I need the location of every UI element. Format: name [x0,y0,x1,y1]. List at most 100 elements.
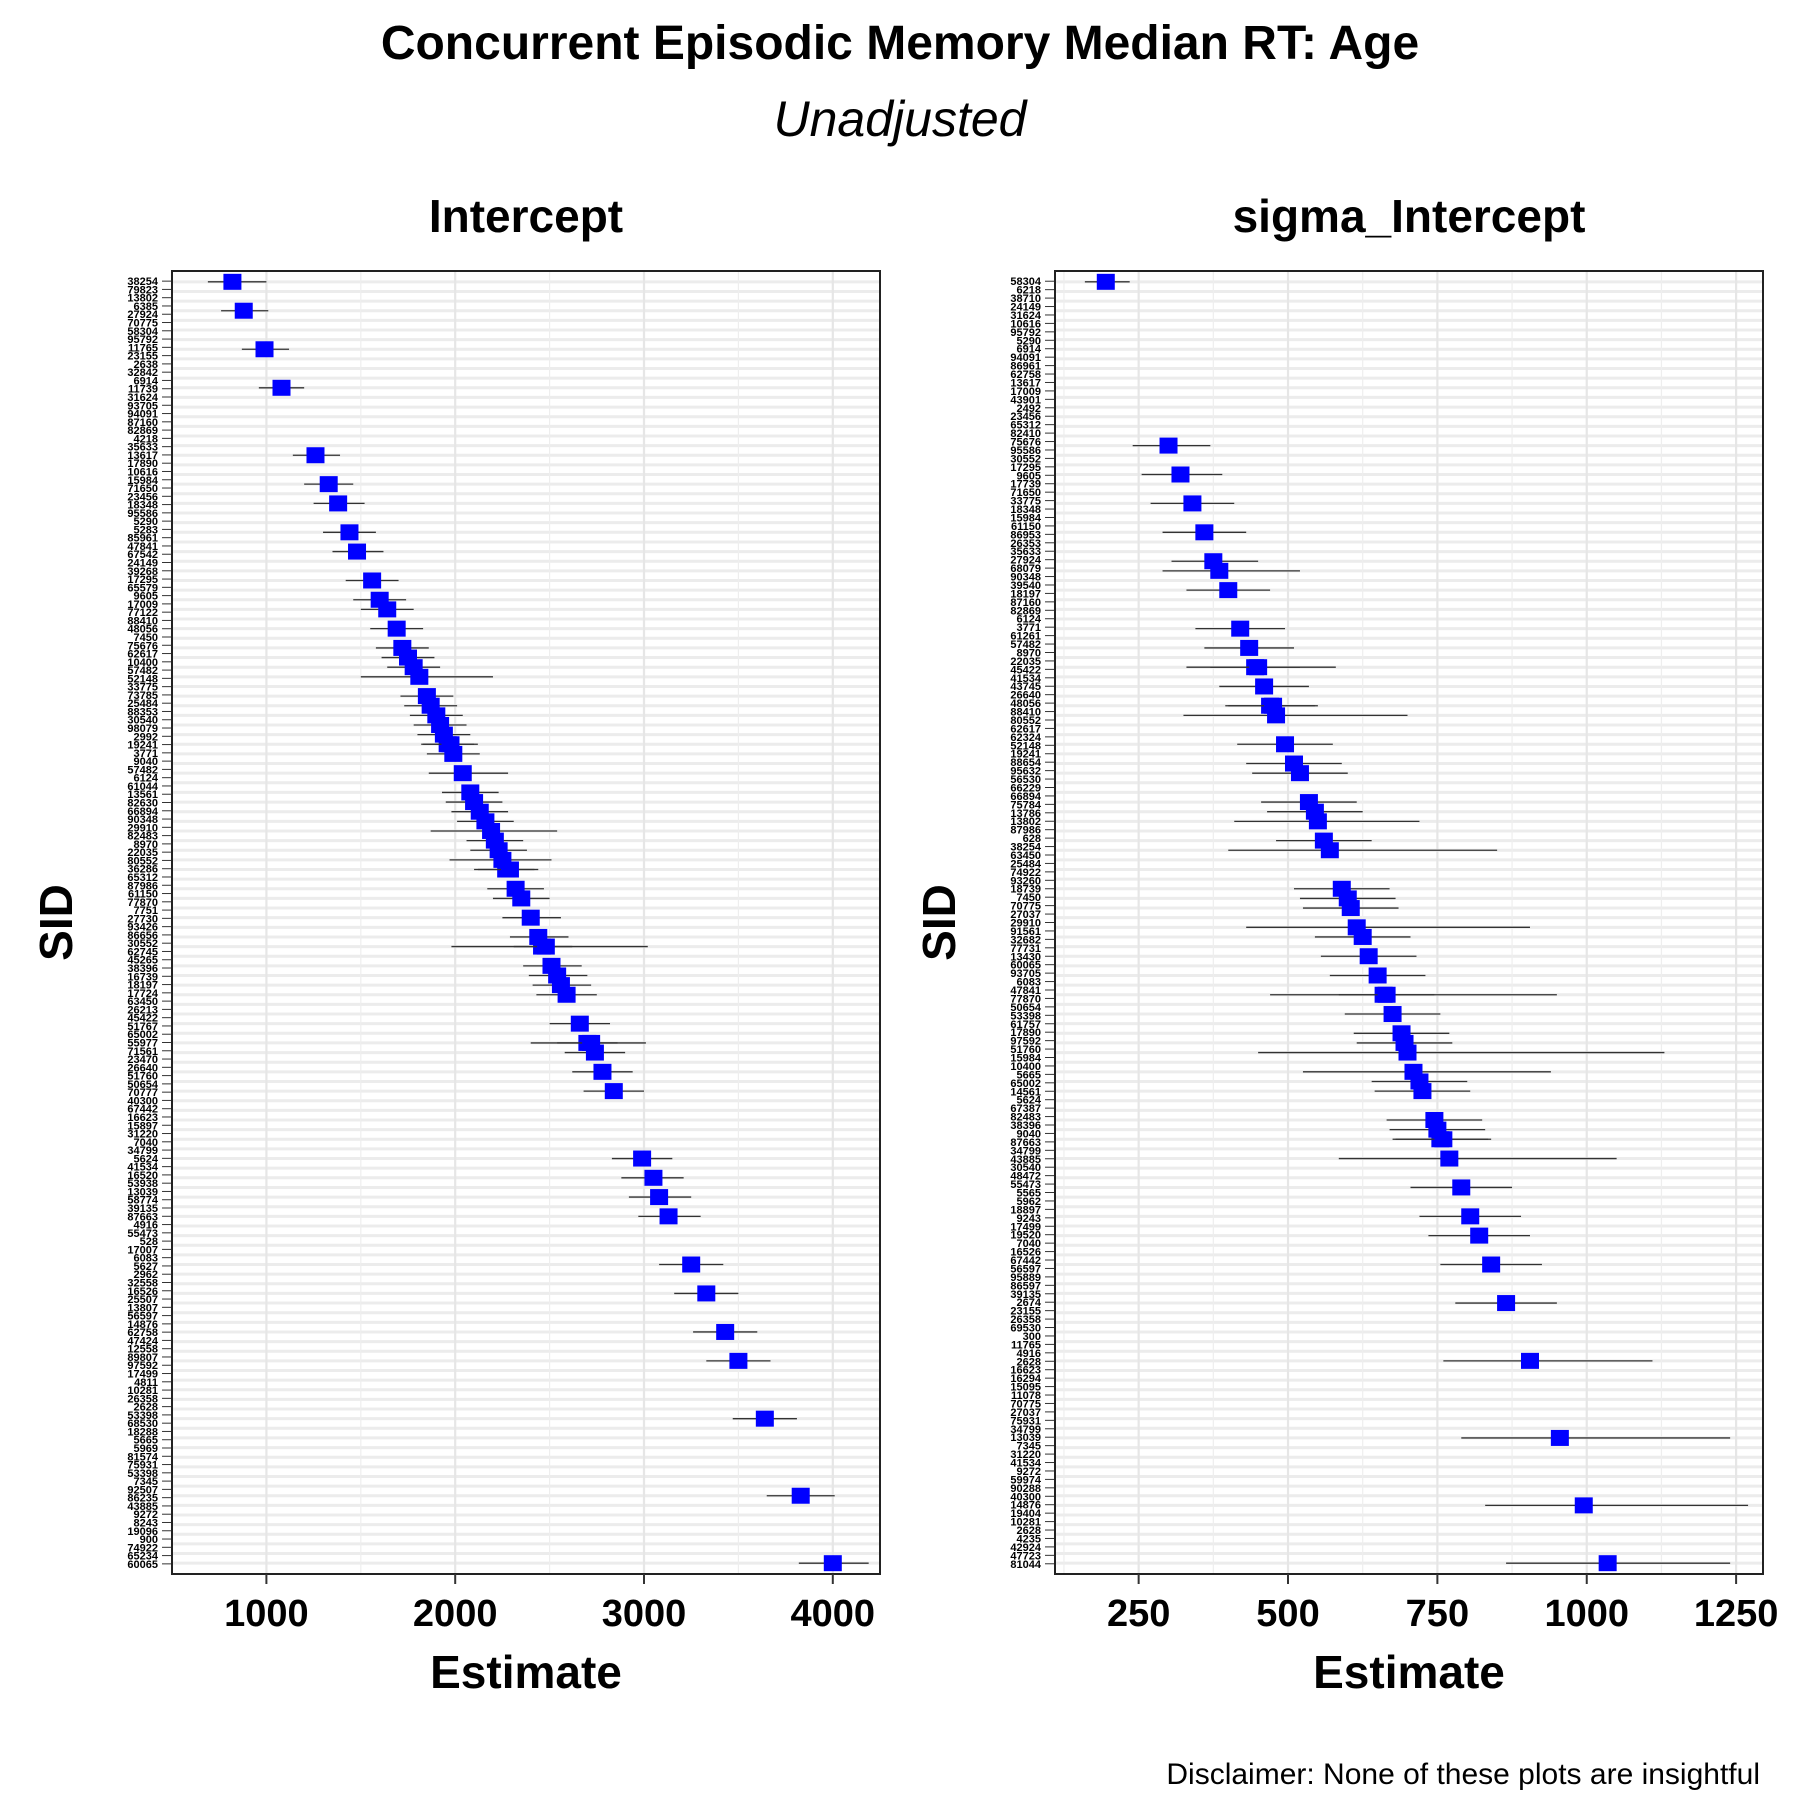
y-tick-label: 23155 [127,351,158,363]
y-tick-label: 90348 [1010,572,1041,584]
y-tick-label: 66894 [127,806,158,818]
estimate-point [1320,842,1339,859]
y-tick-label: 53398 [127,1410,158,1422]
y-tick-label: 82410 [1010,428,1041,440]
y-tick-label: 38710 [1010,293,1041,305]
y-tick-label: 26640 [127,1062,158,1074]
estimate-point [453,765,472,782]
estimate-point [1574,1497,1593,1514]
y-tick-label: 2628 [1017,1525,1041,1537]
y-tick-label: 29910 [1010,918,1041,930]
y-tick-label: 17295 [1010,462,1041,474]
y-tick-label: 26358 [127,1393,158,1405]
y-tick-label: 17890 [127,458,158,470]
y-tick-label: 24149 [1010,302,1041,314]
y-tick-label: 95632 [1010,766,1041,778]
y-tick-label: 47723 [1010,1550,1041,1562]
y-tick-label: 36286 [127,864,158,876]
estimate-point [791,1487,810,1504]
y-tick-label: 98079 [127,723,158,735]
estimate-point [1383,1006,1402,1023]
y-tick-label: 58304 [127,326,158,338]
panel-title: Intercept [429,190,623,242]
estimate-point [1413,1083,1432,1100]
y-tick-label: 86597 [1010,1280,1041,1292]
y-tick-label: 628 [1023,833,1041,845]
y-tick-label: 87663 [127,1211,158,1223]
y-tick-label: 17499 [127,1369,158,1381]
y-tick-label: 41534 [127,1162,158,1174]
y-tick-label: 27730 [127,913,158,925]
y-tick-label: 4916 [1017,1348,1041,1360]
y-tick-label: 89807 [127,1352,158,1364]
y-axis-title: SID [30,884,82,961]
y-tick-label: 82869 [127,425,158,437]
estimate-point [348,543,367,560]
estimate-point [1210,562,1229,579]
y-tick-label: 25484 [127,698,158,710]
estimate-point [1434,1131,1453,1148]
y-tick-label: 75676 [127,640,158,652]
y-tick-label: 65579 [127,582,158,594]
y-tick-label: 18288 [127,1426,158,1438]
y-tick-label: 52148 [127,673,158,685]
estimate-point [1461,1208,1480,1225]
y-tick-label: 95792 [1010,327,1041,339]
y-tick-label: 9272 [134,1509,158,1521]
y-tick-label: 70775 [1010,1398,1041,1410]
y-tick-label: 10616 [1010,318,1041,330]
estimate-point [1497,1295,1516,1312]
estimate-point [659,1208,678,1225]
y-tick-label: 43901 [1010,394,1041,406]
y-tick-label: 77731 [1010,943,1041,955]
y-tick-label: 4235 [1017,1533,1041,1545]
y-tick-label: 51767 [127,1021,158,1033]
y-tick-label: 77870 [1010,993,1041,1005]
y-tick-label: 11078 [1011,1390,1041,1402]
estimate-point [1452,1179,1471,1196]
y-tick-label: 15984 [127,475,158,487]
estimate-point [234,302,253,319]
y-tick-label: 7345 [134,1476,158,1488]
y-tick-label: 15897 [127,1120,158,1132]
y-tick-label: 25507 [127,1294,158,1306]
estimate-point [593,1063,612,1080]
y-tick-label: 74922 [127,1542,158,1554]
estimate-point [557,986,576,1003]
estimate-point [1550,1429,1569,1446]
y-tick-label: 77122 [127,607,158,619]
estimate-point [1231,620,1250,637]
y-tick-label: 62758 [127,1327,158,1339]
y-tick-label: 61757 [1010,1019,1041,1031]
y-tick-label: 13617 [127,450,158,462]
y-tick-label: 95586 [127,508,158,520]
y-tick-label: 87160 [1010,597,1041,609]
y-tick-label: 9040 [1017,1128,1041,1140]
y-tick-label: 57482 [1010,639,1041,651]
y-tick-label: 80552 [127,855,158,867]
y-tick-label: 41534 [1010,1458,1041,1470]
y-tick-label: 65312 [1010,420,1041,432]
y-tick-label: 51760 [127,1071,158,1083]
y-tick-label: 93260 [1010,875,1041,887]
y-tick-label: 48056 [1010,698,1041,710]
y-tick-label: 82483 [127,831,158,843]
y-tick-label: 900 [140,1534,158,1546]
y-tick-label: 13807 [127,1302,158,1314]
y-tick-label: 63450 [1010,850,1041,862]
y-tick-label: 50654 [127,1079,158,1091]
y-tick-label: 70775 [1010,901,1041,913]
x-tick-label: 2000 [413,1593,498,1635]
y-tick-label: 23456 [1010,411,1041,423]
estimate-point [1341,900,1360,917]
y-tick-label: 39135 [1010,1289,1041,1301]
figure-title: Concurrent Episodic Memory Median RT: Ag… [380,17,1420,70]
estimate-point [1249,659,1268,676]
y-tick-label: 18348 [127,500,158,512]
y-tick-label: 13430 [1010,951,1041,963]
y-tick-label: 7450 [134,632,158,644]
y-axis-title: SID [913,884,965,961]
y-tick-label: 31220 [127,1129,158,1141]
y-tick-label: 94091 [1010,352,1041,364]
y-tick-label: 31220 [1010,1449,1041,1461]
